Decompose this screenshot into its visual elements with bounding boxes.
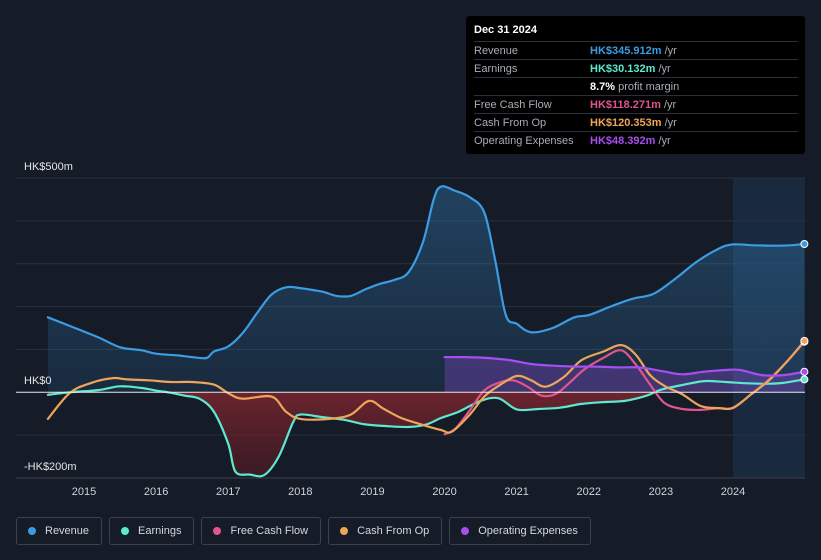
legend-item-revenue[interactable]: Revenue <box>16 517 103 545</box>
legend-dot-icon <box>461 527 470 535</box>
x-tick-label: 2018 <box>288 486 312 498</box>
tooltip-panel: Dec 31 2024 Revenue HK$345.912m/yr Earning… <box>466 16 805 154</box>
legend-item-cash-from-op[interactable]: Cash From Op <box>328 517 443 545</box>
legend-dot-icon <box>340 527 349 535</box>
legend-item-earnings[interactable]: Earnings <box>109 517 195 545</box>
earnings-end-marker <box>800 375 809 384</box>
x-tick-label: 2017 <box>216 486 240 498</box>
tooltip-row-value: 8.7% <box>590 80 616 93</box>
legend-item-label: Cash From Op <box>357 525 430 537</box>
tooltip-row-label: Earnings <box>474 62 518 75</box>
earnings-negative-fill <box>47 392 805 477</box>
series-fills <box>47 186 805 477</box>
tooltip-row-unit: /yr <box>658 62 671 75</box>
tooltip-row-value: HK$345.912m <box>590 44 662 57</box>
operating-expenses-area <box>444 357 805 393</box>
revenue-area <box>47 186 805 393</box>
y-axis-label-bottom: -HK$200m <box>24 461 77 473</box>
operating-expenses-end-marker <box>800 367 809 376</box>
earnings-line <box>46 378 806 478</box>
legend-dot-icon <box>213 527 222 535</box>
legend-item-label: Operating Expenses <box>478 525 578 537</box>
x-tick-label: 2020 <box>432 486 456 498</box>
cash-from-op-line <box>46 339 806 434</box>
tooltip-row-unit: /yr <box>664 44 677 57</box>
series-end-markers <box>800 240 809 384</box>
chart-canvas: HK$500m HK$0 -HK$200m 2015 2016 2017 2018 20… <box>16 161 809 498</box>
tooltip-row-label: Cash From Op <box>474 116 547 129</box>
y-axis-label-top: HK$500m <box>24 161 73 173</box>
tooltip-row-value: HK$118.271m <box>590 98 661 111</box>
legend-item-label: Earnings <box>138 525 182 537</box>
legend-dot-icon <box>28 527 36 535</box>
operating-expenses-line <box>443 355 806 377</box>
legend-item-free-cash-flow[interactable]: Free Cash Flow <box>201 517 322 545</box>
x-tick-label: 2023 <box>649 486 673 498</box>
series-lines <box>16 185 806 478</box>
tooltip-row-unit: /yr <box>658 134 671 147</box>
tooltip-row-unit: /yr <box>663 98 677 111</box>
cash-from-op-end-marker <box>800 336 809 345</box>
revenue-end-marker <box>800 240 809 248</box>
tooltip-row: Revenue HK$345.912m/yr <box>474 41 798 59</box>
tooltip-rows: Revenue HK$345.912m/yr Earnings HK$30.132m /… <box>474 41 798 149</box>
x-tick-label: 2021 <box>504 486 528 498</box>
tooltip-date: Dec 31 2024 <box>474 24 537 36</box>
legend-item-label: Free Cash Flow <box>230 525 309 537</box>
tooltip-row-unit: profit margin <box>618 80 680 93</box>
tooltip-row: Cash From Op HK$120.353m/yr <box>474 113 798 131</box>
chart-axes: HK$500m HK$0 -HK$200m 2015 2016 2017 2018 20… <box>24 161 745 498</box>
x-tick-label: 2016 <box>144 486 168 498</box>
legend-dot-icon <box>121 527 130 535</box>
tooltip-row-value: HK$120.353m <box>590 116 662 129</box>
tooltip-row-label: Operating Expenses <box>474 134 574 147</box>
tooltip-row: Operating Expenses HK$48.392m/yr <box>474 131 798 149</box>
tooltip-row: Earnings HK$30.132m/yr <box>474 59 798 77</box>
tooltip-row: 8.7% profit margin <box>474 77 798 95</box>
tooltip-row-unit: /yr <box>664 116 677 129</box>
tooltip-row-label: Free Cash Flow <box>474 98 552 111</box>
x-tick-label: 2022 <box>577 486 601 498</box>
chart-legend: Revenue Earnings Free Cash Flow Cash From O… <box>16 517 591 545</box>
legend-item-operating-expenses[interactable]: Operating Expenses <box>449 517 591 545</box>
tooltip-row-label: Revenue <box>474 44 519 57</box>
tooltip-row-value: HK$48.392m <box>590 134 656 147</box>
x-tick-label: 2019 <box>360 486 384 498</box>
tooltip-row-value: HK$30.132m <box>590 62 656 75</box>
x-tick-label: 2015 <box>72 486 96 498</box>
y-axis-label-zero: HK$0 <box>24 375 52 387</box>
x-tick-label: 2024 <box>721 486 745 498</box>
tooltip-row: Free Cash Flow HK$118.271m/yr <box>474 95 798 113</box>
revenue-line <box>46 185 806 360</box>
legend-item-label: Revenue <box>45 525 90 537</box>
